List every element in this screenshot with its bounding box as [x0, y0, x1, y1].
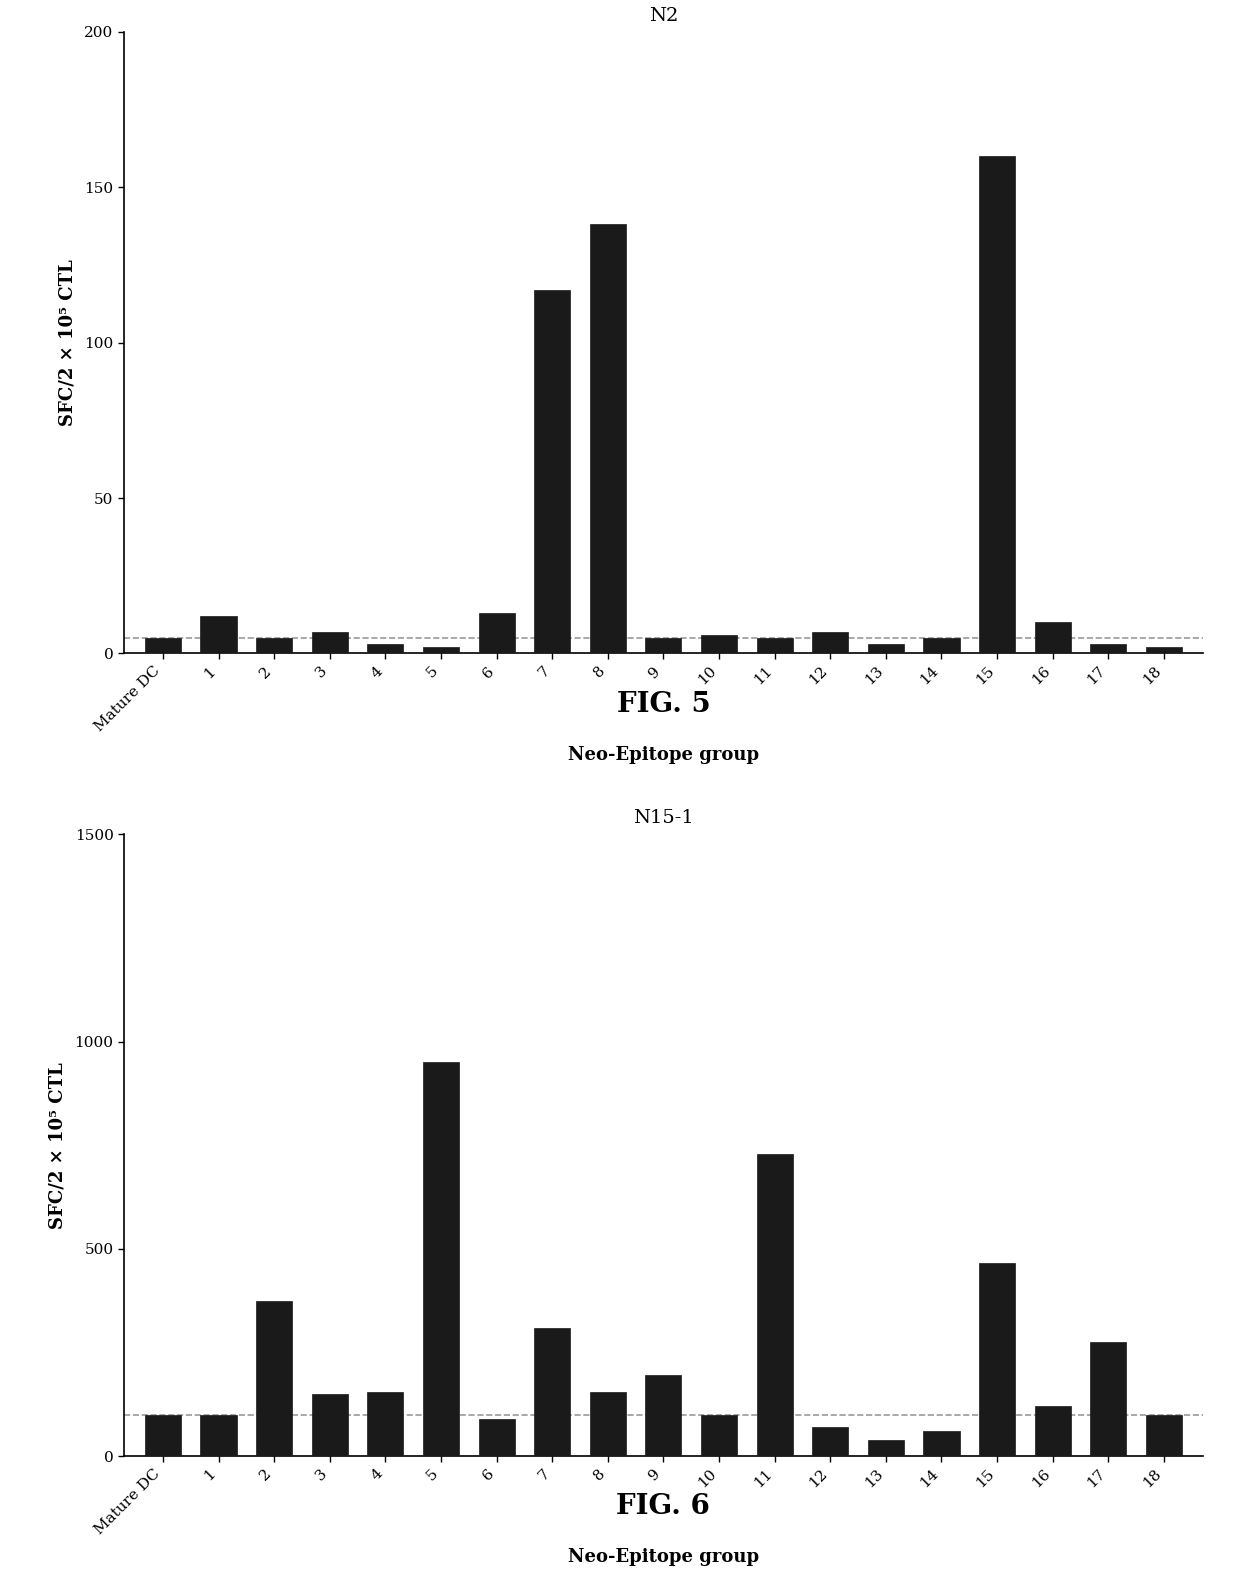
Bar	[590, 1392, 626, 1457]
Bar	[311, 632, 348, 653]
Bar	[701, 636, 737, 653]
Bar	[756, 637, 792, 653]
Text: FIG. 6: FIG. 6	[616, 1493, 711, 1520]
Bar	[534, 1328, 570, 1457]
Bar	[1090, 1342, 1126, 1457]
Bar	[534, 290, 570, 653]
Bar	[645, 637, 682, 653]
Y-axis label: SFC/2 × 10⁵ CTL: SFC/2 × 10⁵ CTL	[58, 260, 76, 426]
Bar	[1146, 647, 1182, 653]
Bar	[756, 1154, 792, 1457]
Bar	[978, 1263, 1016, 1457]
Bar	[311, 1393, 348, 1457]
Bar	[479, 613, 515, 653]
X-axis label: Neo-Epitope group: Neo-Epitope group	[568, 1549, 759, 1566]
Bar	[924, 1431, 960, 1457]
Bar	[1090, 644, 1126, 653]
Bar	[812, 632, 848, 653]
Bar	[1034, 623, 1070, 653]
Bar	[1146, 1415, 1182, 1457]
Bar	[1034, 1406, 1070, 1457]
Bar	[201, 617, 237, 653]
X-axis label: Neo-Epitope group: Neo-Epitope group	[568, 745, 759, 764]
Bar	[145, 637, 181, 653]
Bar	[924, 637, 960, 653]
Bar	[257, 637, 293, 653]
Bar	[367, 644, 403, 653]
Bar	[978, 155, 1016, 653]
Bar	[367, 1392, 403, 1457]
Bar	[701, 1415, 737, 1457]
Bar	[423, 647, 459, 653]
Bar	[257, 1301, 293, 1457]
Bar	[868, 644, 904, 653]
Y-axis label: SFC/2 × 10⁵ CTL: SFC/2 × 10⁵ CTL	[48, 1062, 66, 1228]
Bar	[479, 1419, 515, 1457]
Bar	[868, 1439, 904, 1457]
Title: N15-1: N15-1	[634, 810, 693, 827]
Text: FIG. 5: FIG. 5	[616, 691, 711, 718]
Bar	[201, 1415, 237, 1457]
Bar	[145, 1415, 181, 1457]
Bar	[423, 1062, 459, 1457]
Bar	[812, 1426, 848, 1457]
Bar	[645, 1376, 682, 1457]
Bar	[590, 225, 626, 653]
Title: N2: N2	[649, 6, 678, 25]
